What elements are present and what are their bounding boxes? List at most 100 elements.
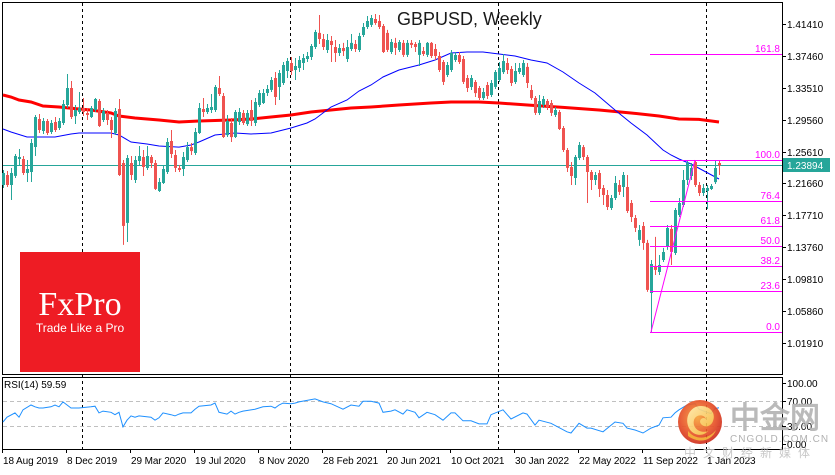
candle-bearish [274,72,277,105]
rsi-axis[interactable]: 100.00 70.00 30.00 0.00 [782,379,818,451]
fibonacci-level-label: 76.4 [761,191,781,202]
candle-bullish [682,170,685,207]
candle-bearish [422,47,425,56]
candle-bullish [42,118,45,134]
candle-bearish [106,110,109,125]
fibonacci-trendline[interactable] [650,159,696,333]
candle-bullish [406,40,409,57]
date-axis-label: 22 May 2022 [579,456,636,467]
candle-bearish [6,171,9,187]
candle-bullish [266,85,269,96]
candle-bearish [170,130,173,158]
current-price-tag-background [783,158,830,172]
rsi-pane[interactable] [2,377,783,450]
candle-bullish [482,88,485,100]
candle-bearish [506,58,509,74]
candle-bearish [386,29,389,52]
candle-bearish [110,117,113,138]
candle-bullish [446,62,449,77]
date-axis-label: 28 Feb 2021 [323,456,379,467]
candle-bearish [122,160,125,245]
candle-bullish [78,92,81,114]
candle-bearish [458,52,461,64]
price-axis-label: 1.05860 [787,307,824,318]
price-axis-label: 1.41410 [787,20,824,31]
candle-bullish [554,107,557,117]
rsi-axis-label: 30.00 [787,422,812,433]
fibonacci-retracement[interactable]: 161.8 100.0 76.4 61.8 50.0 38.2 23.6 0.0 [650,44,782,333]
candle-bullish [182,152,185,176]
candle-bearish [414,42,417,52]
candle-bullish [258,90,261,107]
candle-bullish [246,110,249,126]
candle-bullish [10,168,13,200]
candle-bullish [14,154,17,178]
candle-bearish [290,57,293,75]
candle-bearish [222,93,225,138]
candle-bearish [526,63,529,88]
date-axis-label: 19 Jul 2020 [195,456,246,467]
price-axis-label: 1.01910 [787,339,824,350]
price-axis[interactable]: 1.41410 1.37460 1.33510 1.29560 1.25610 1.216… [782,2,824,375]
candle-bearish [54,117,57,132]
candle-bearish [510,66,513,86]
candle-bearish [582,145,585,160]
candle-bearish [410,40,413,48]
candle-bullish [426,42,429,57]
date-axis[interactable]: 18 Aug 2019 8 Dec 2019 29 Mar 2020 19 Jul 2… [2,449,757,467]
candle-bearish [694,160,697,187]
candle-bullish [358,32,361,52]
candle-bearish [550,100,553,116]
date-axis-label: 18 Aug 2019 [3,456,59,467]
candle-bullish [346,40,349,62]
candle-bearish [202,98,205,117]
candle-bearish [478,86,481,100]
candle-bullish [294,58,297,80]
candle-bearish [394,37,397,55]
rsi-line [2,398,720,434]
candle-bullish [18,149,21,165]
candle-bearish [230,118,233,142]
candle-bullish [498,62,501,82]
candle-bullish [390,39,393,54]
candle-bearish [150,155,153,168]
candle-bullish [662,247,665,262]
candle-bullish [166,138,169,174]
candle-bearish [190,143,193,155]
candle-bullish [578,142,581,160]
candle-bearish [590,170,593,190]
fxpro-tagline: Trade Like a Pro [36,321,125,335]
candle-bullish [594,172,597,185]
candle-bearish [46,119,49,135]
candle-bearish [342,42,345,56]
date-axis-label: 1 Jan 2023 [707,456,756,467]
candle-bullish [522,60,525,77]
candle-bullish [574,155,577,185]
candle-bullish [542,96,545,108]
candle-bullish [214,85,217,112]
candle-bearish [218,76,221,96]
watermark-tagline: 中文财经新媒体 [684,445,817,460]
date-axis-label: 20 Jun 2021 [387,456,441,467]
candle-bullish [702,184,705,196]
candle-bullish [338,44,341,56]
candle-bullish [686,160,689,185]
candle-bearish [586,155,589,203]
fibonacci-level-label: 161.8 [755,44,780,55]
candle-bullish [210,94,213,113]
rsi-series [2,398,720,434]
candle-bullish [226,115,229,137]
rsi-indicator-label: RSI(14) 59.59 [4,380,67,391]
candle-bearish [466,75,469,92]
candle-bullish [26,160,29,182]
candle-bearish [402,40,405,57]
fibonacci-level-label: 61.8 [761,216,781,227]
candle-bearish [646,239,649,292]
candle-bullish [198,103,201,134]
candle-bullish [298,56,301,72]
candle-bullish [270,77,273,92]
candle-bearish [566,148,569,172]
rsi-axis-label: 70.00 [787,397,812,408]
candle-bearish [634,215,637,232]
